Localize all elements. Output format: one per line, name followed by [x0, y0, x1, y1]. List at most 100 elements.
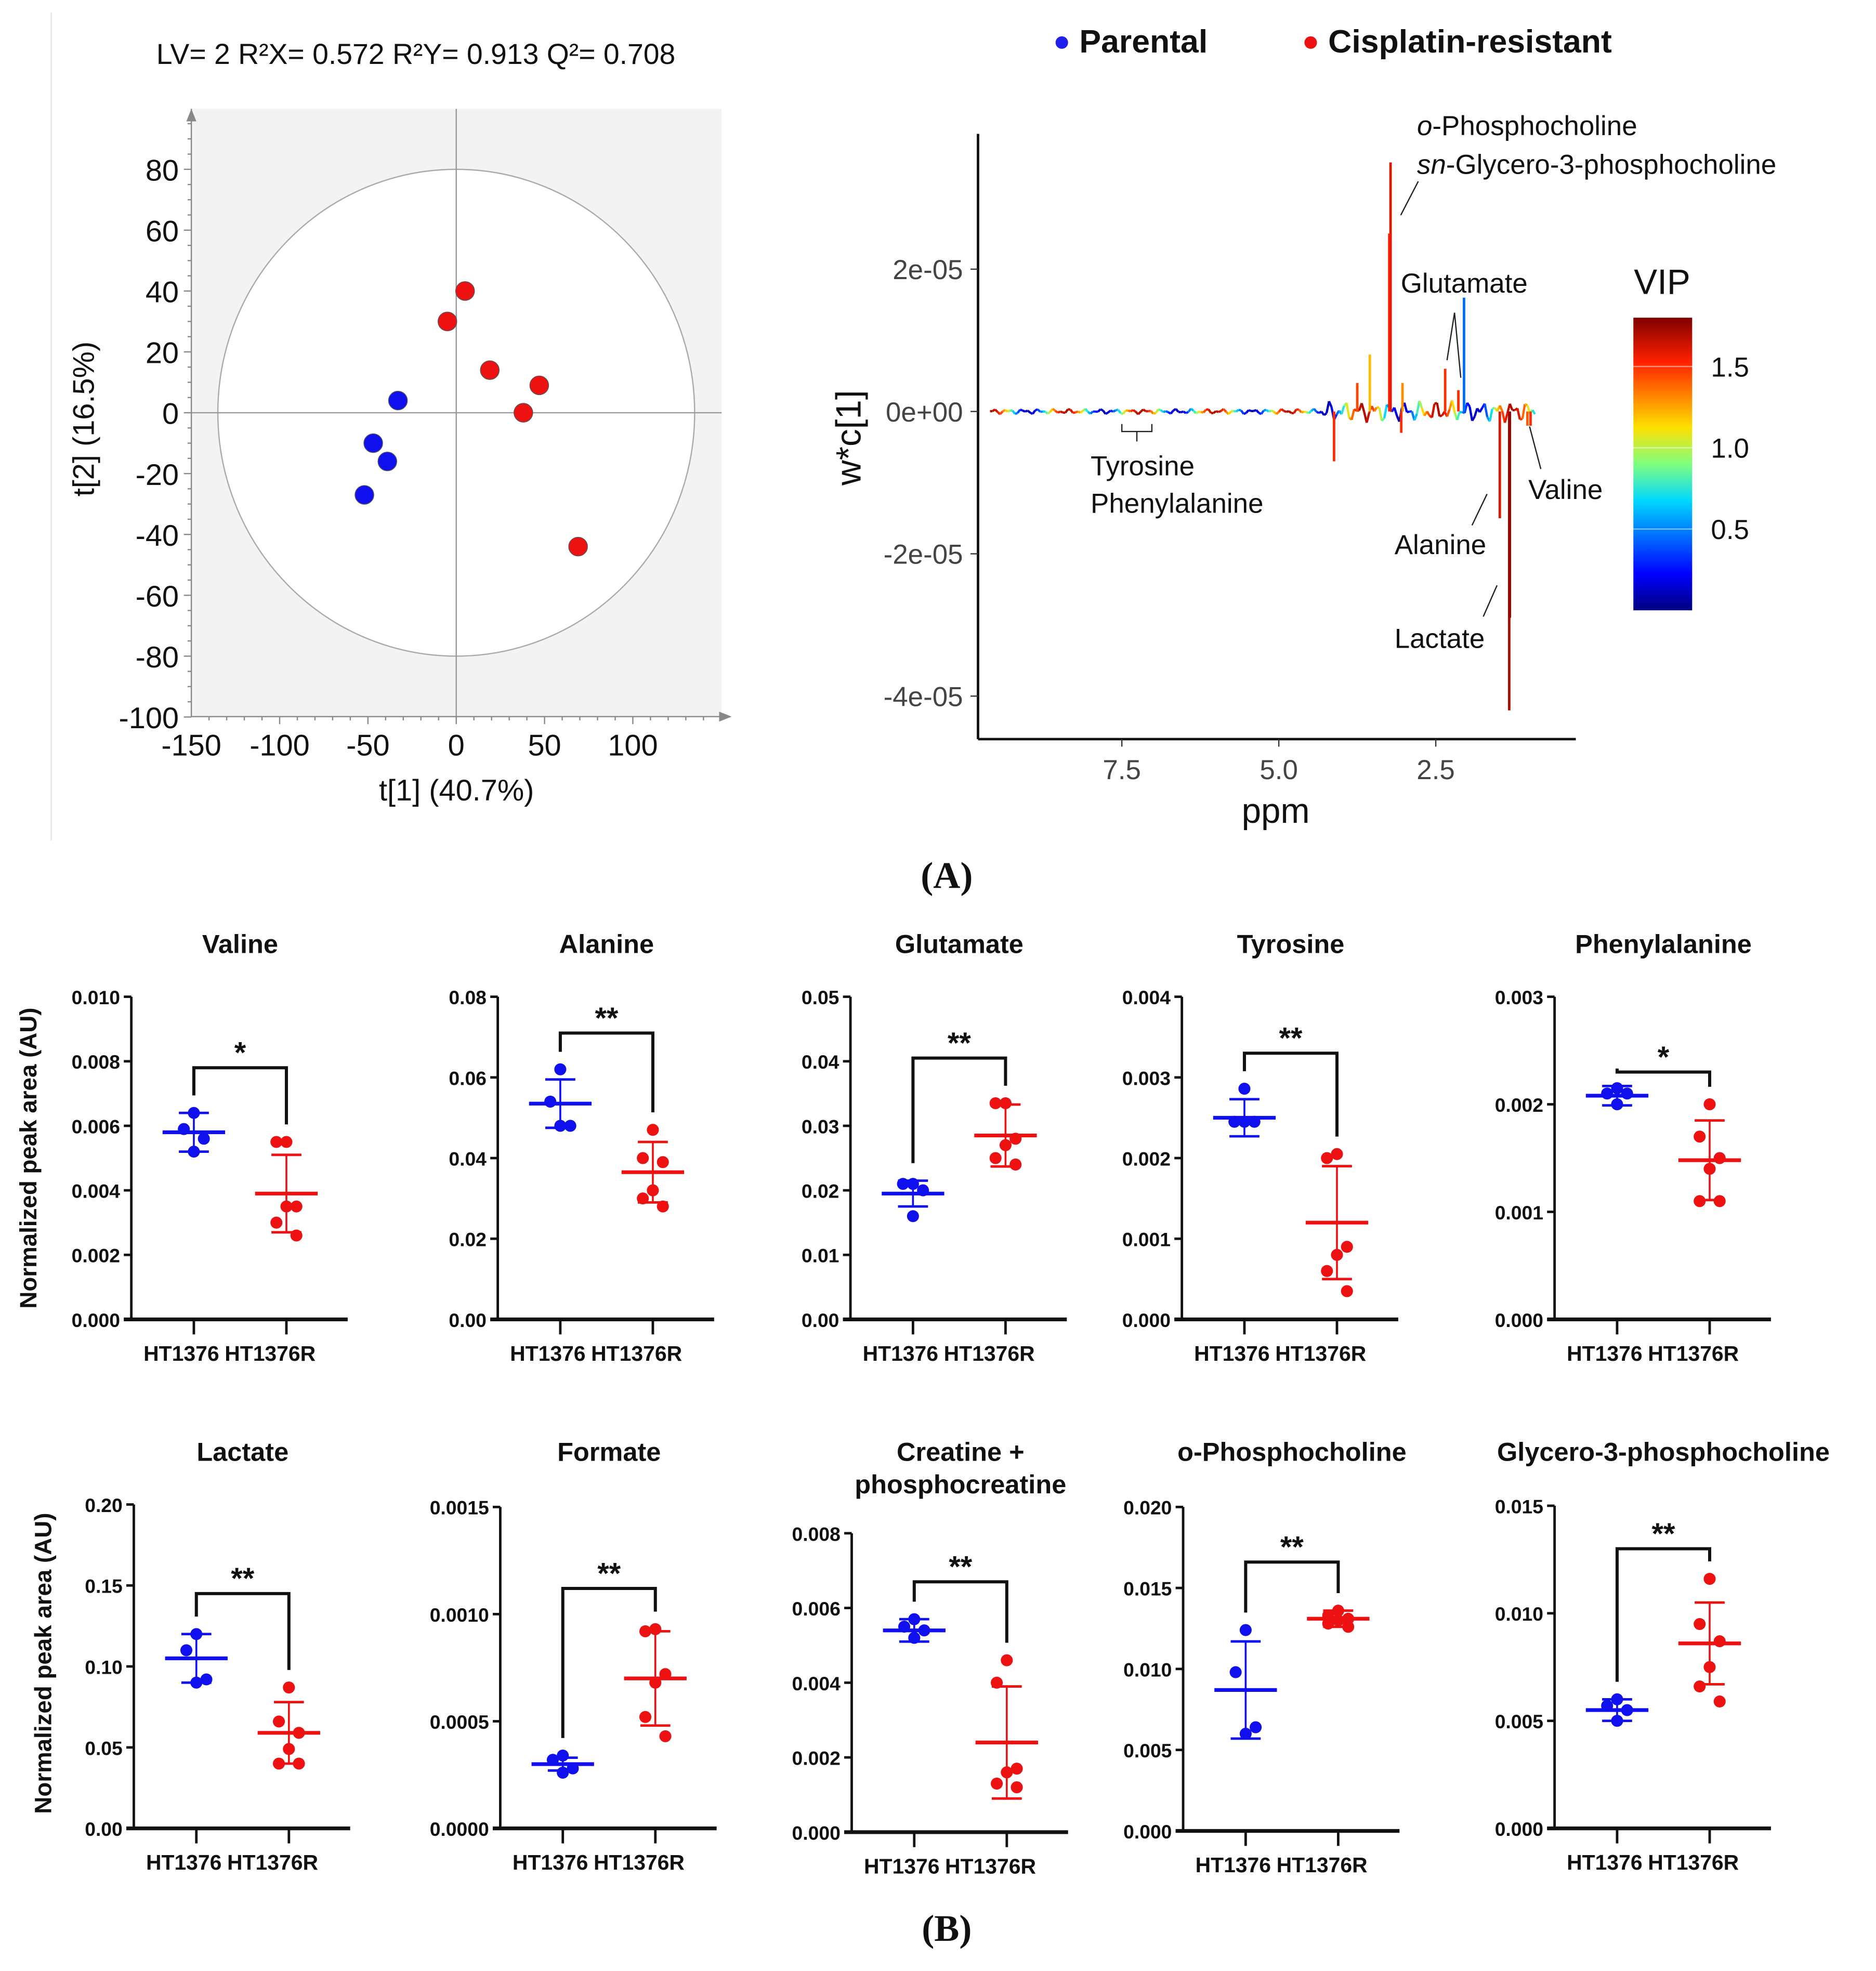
spectrum-segment	[1183, 410, 1187, 414]
spectrum-segment	[992, 408, 996, 412]
dot-plot-glutamate: Glutamate 0.00 0.01 0.02 0.03 0.04 0.05 HT1376 H…	[802, 929, 1067, 1365]
spectrum-segment	[1328, 401, 1333, 408]
data-point	[639, 1711, 652, 1723]
y-tick-label: 0.004	[1122, 987, 1171, 1008]
dot-plot-title: Tyrosine	[1237, 929, 1345, 958]
y-tick-label: 0.000	[1123, 1821, 1172, 1843]
y-tick-label: 0.08	[449, 987, 487, 1008]
spectrum-segment	[1122, 410, 1127, 415]
y-tick-label: 0.00	[802, 1309, 839, 1331]
dot-plot-valine: Valine 0.000 0.002 0.004 0.006 0.008 0.010 HT13…	[72, 929, 348, 1365]
y-axis-label: Normalized peak area (AU)	[15, 1007, 42, 1308]
x-tick-label: HT1376R	[1275, 1342, 1366, 1365]
y-tick-label: 0.004	[792, 1673, 841, 1694]
annotation-text: Valine	[1528, 475, 1603, 505]
data-point	[1009, 1158, 1022, 1171]
y-tick-label: -20	[136, 458, 179, 492]
spectrum-segment	[1120, 412, 1124, 415]
data-point	[544, 1095, 557, 1108]
data-point	[1009, 1133, 1022, 1145]
y-tick-label: 0.001	[1122, 1229, 1171, 1251]
spectrum-segment	[1360, 403, 1366, 413]
annotation-label: Lactate	[1395, 623, 1485, 654]
spectrum-segment	[1110, 409, 1114, 413]
spectrum-segment	[1016, 409, 1021, 414]
spectrum-segment	[1082, 408, 1086, 412]
annotation-italic: o	[1417, 111, 1432, 141]
data-point	[283, 1743, 295, 1755]
spectrum-segment	[1064, 409, 1069, 414]
x-tick-label: HT1376R	[1648, 1342, 1739, 1365]
y-tick-label: 0.0005	[430, 1711, 489, 1733]
spectrum-segment	[1077, 410, 1081, 414]
score-point-parental	[377, 451, 397, 471]
spectrum-segment	[1466, 402, 1471, 408]
x-tick-label: 5.0	[1260, 755, 1298, 785]
colorbar-tick-label: 0.5	[1711, 515, 1749, 545]
x-tick-label: HT1376	[1196, 1853, 1271, 1877]
annotation-leader	[1453, 312, 1462, 378]
y-tick-label: 0.02	[449, 1229, 487, 1251]
y-tick-label: 0.02	[802, 1180, 839, 1202]
annotation-label: o-Phosphocholine	[1417, 111, 1637, 141]
data-point	[1694, 1618, 1706, 1631]
spectrum-segment	[1381, 417, 1385, 422]
x-axis-label: ppm	[1242, 792, 1310, 831]
data-point	[649, 1623, 662, 1635]
spectrum-segment	[1235, 409, 1240, 413]
data-point	[637, 1192, 649, 1205]
x-tick-label: 100	[608, 729, 658, 762]
dot-plot-title: Creatine +	[897, 1437, 1025, 1466]
x-tick-label: HT1376	[1567, 1850, 1642, 1874]
data-point	[907, 1210, 919, 1223]
data-point	[647, 1184, 659, 1197]
score-point-cisplatin-resistant	[529, 375, 549, 396]
spectrum-segment	[1004, 409, 1008, 413]
spectrum-segment	[1153, 412, 1156, 415]
panel-label-b: (B)	[922, 1908, 972, 1949]
spectrum-segment	[1195, 411, 1199, 414]
y-tick-label: -4e-05	[884, 681, 963, 712]
data-point	[1611, 1715, 1623, 1727]
significance-stars: **	[949, 1550, 972, 1584]
significance-stars: **	[1279, 1022, 1303, 1055]
dot-plot-title: Formate	[557, 1437, 661, 1466]
data-point	[989, 1152, 1002, 1164]
data-point	[908, 1632, 921, 1644]
scores-plot: LV= 2 R²X= 0.572 R²Y= 0.913 Q²= 0.708 -15…	[67, 38, 732, 807]
data-point	[917, 1184, 929, 1197]
spectrum-segment	[1431, 403, 1436, 418]
spectrum-segment	[1002, 409, 1006, 413]
spectrum-segment	[1180, 410, 1184, 414]
annotation-label: Valine	[1528, 475, 1603, 505]
data-point	[1694, 1680, 1706, 1693]
y-tick-label: 0.04	[449, 1148, 487, 1170]
y-tick-label: -60	[136, 580, 179, 613]
y-tick-label: 0.000	[72, 1309, 120, 1331]
significance-bracket	[194, 1592, 291, 1670]
spectrum-segment	[1223, 408, 1227, 413]
spectrum-segment	[1393, 407, 1398, 416]
spectrum-segment	[1037, 408, 1041, 413]
x-tick-label: HT1376R	[944, 1342, 1035, 1365]
dot-plot-alanine: Alanine 0.00 0.02 0.04 0.06 0.08 HT1376 HT1376R…	[449, 929, 714, 1365]
colorbar	[1633, 318, 1693, 611]
y-tick-label: 0.005	[1495, 1711, 1543, 1732]
data-point	[293, 1727, 305, 1739]
spectrum-segment	[1208, 409, 1212, 414]
spectrum-segment	[1227, 411, 1232, 415]
significance-bracket	[561, 1586, 657, 1738]
spectrum-segment	[1137, 411, 1142, 415]
annotation-label: Alanine	[1395, 530, 1487, 560]
spectrum-segment	[1218, 410, 1222, 413]
significance-stars: **	[1652, 1517, 1675, 1550]
spectrum-segment	[1325, 401, 1330, 414]
x-tick-label: HT1376R	[945, 1854, 1036, 1878]
y-tick-label: 0.00	[449, 1309, 487, 1331]
legend-label: Cisplatin-resistant	[1328, 23, 1612, 60]
spectrum-segment	[1165, 410, 1169, 414]
spectrum-segment	[1090, 411, 1094, 415]
spectrum-segment	[1132, 409, 1136, 413]
y-axis-label: t[2] (16.5%)	[67, 341, 100, 496]
data-point	[1321, 1265, 1333, 1277]
